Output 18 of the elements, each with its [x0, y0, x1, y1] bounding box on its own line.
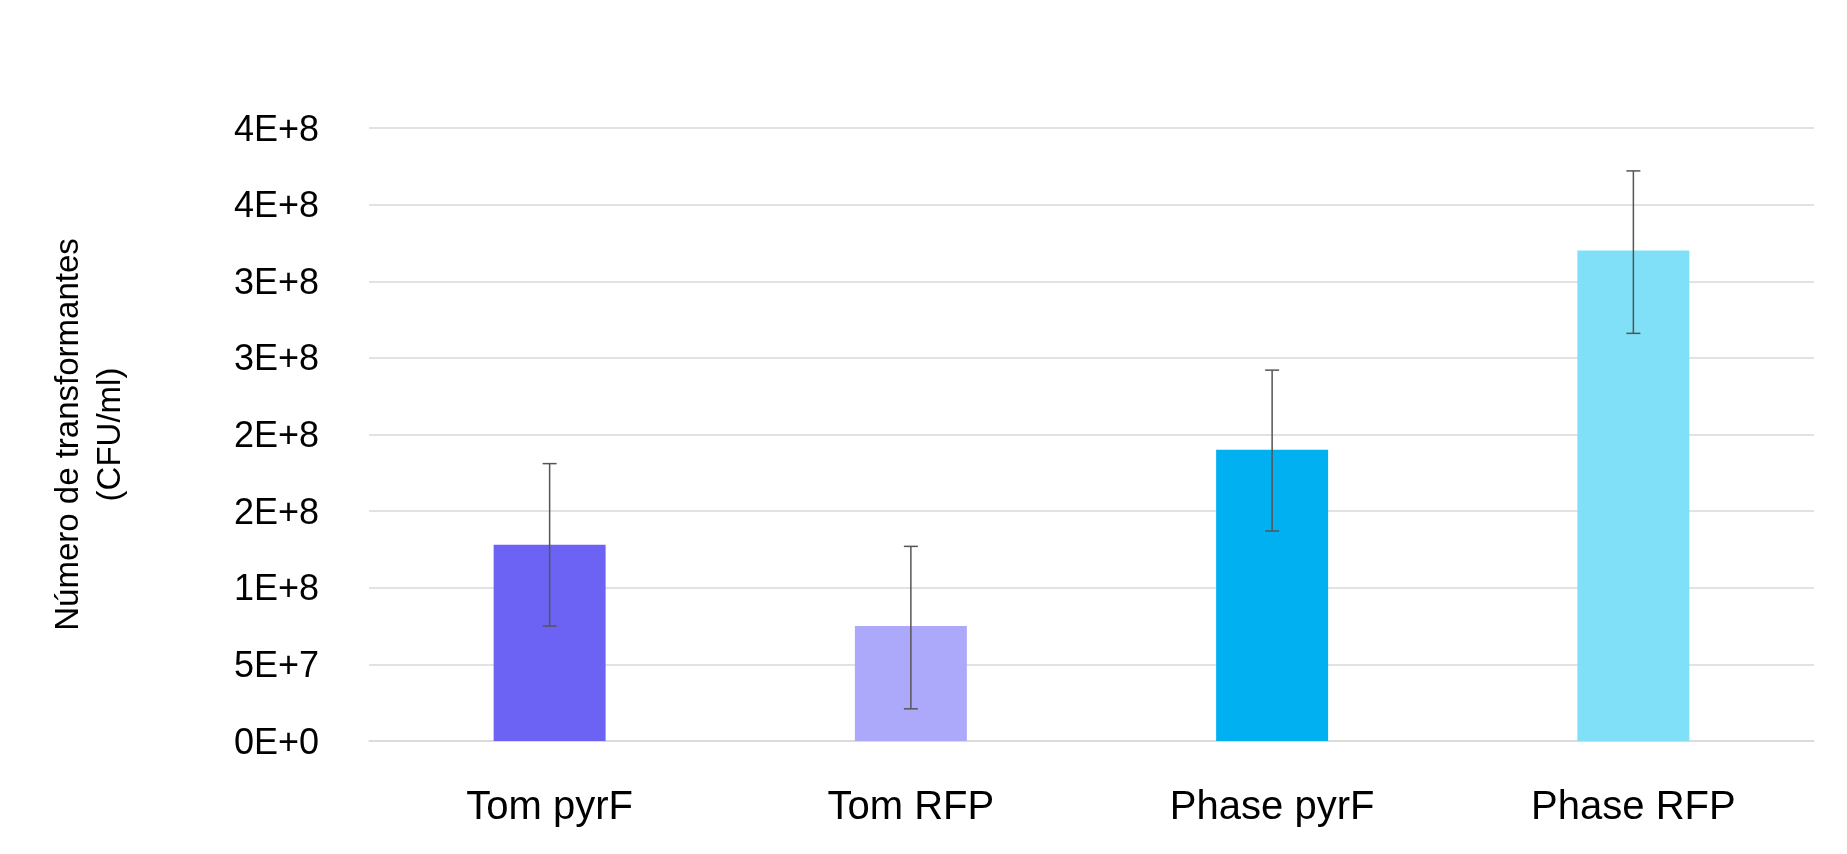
x-tick-label: Tom pyrF: [466, 783, 633, 827]
bar: [493, 544, 606, 741]
x-tick-label: Phase pyrF: [1169, 783, 1375, 827]
bar: [1216, 449, 1329, 741]
y-tick-label: 3E+8: [233, 337, 319, 379]
y-tick-label: 4E+8: [233, 107, 319, 149]
y-axis-title: Número de transformantes (CFU/ml): [47, 238, 127, 631]
x-tick-label: Phase RFP: [1531, 783, 1736, 827]
y-tick-label: 1E+8: [233, 567, 319, 609]
y-tick-label: 0E+0: [233, 720, 319, 762]
y-tick-label: 2E+8: [233, 414, 319, 455]
bar: [854, 626, 967, 741]
x-tick-label: Tom RFP: [827, 783, 995, 827]
bar: [1577, 250, 1690, 741]
y-tick-label: 5E+7: [233, 643, 319, 685]
y-tick-label: 3E+8: [233, 260, 319, 302]
y-tick-label: 2E+8: [233, 490, 319, 532]
y-tick-label: 4E+8: [233, 184, 319, 226]
